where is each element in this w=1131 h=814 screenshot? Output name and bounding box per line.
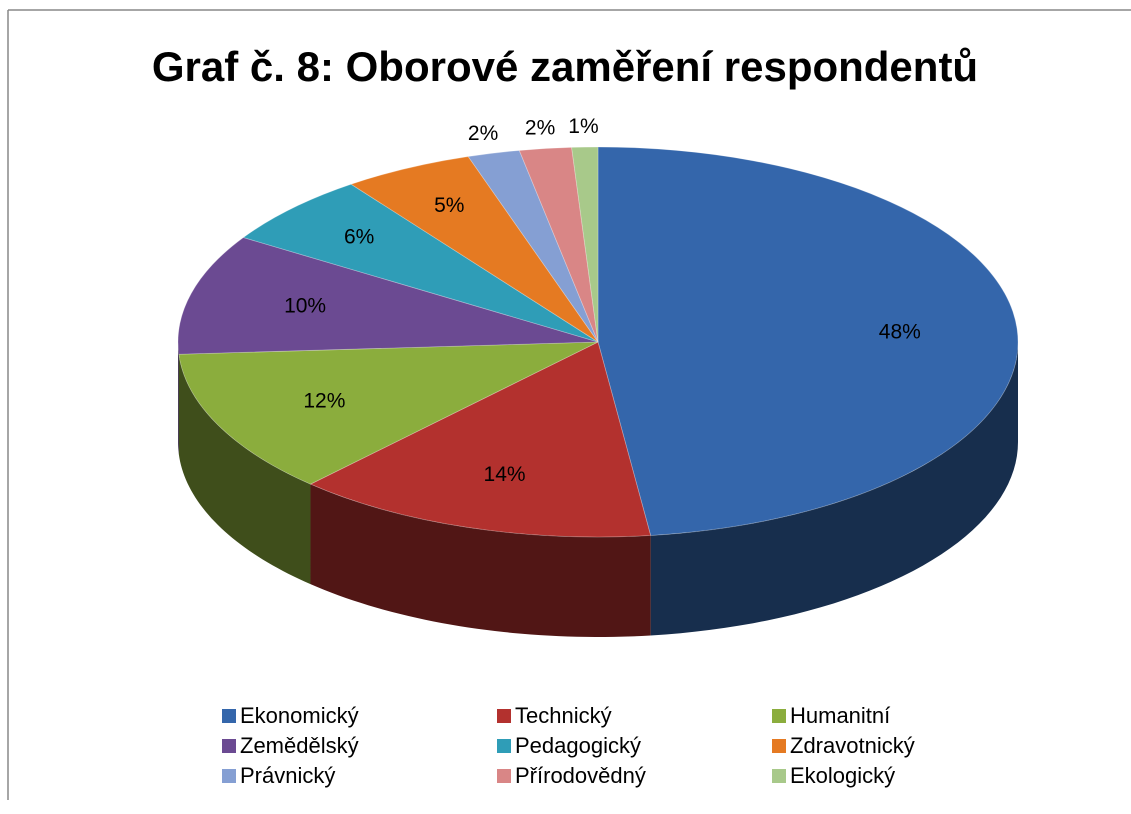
legend-swatch xyxy=(222,769,236,783)
legend-label: Právnický xyxy=(240,763,335,788)
data-label: 1% xyxy=(568,115,598,138)
slice xyxy=(518,146,599,343)
slice xyxy=(350,156,599,343)
slice xyxy=(178,341,599,485)
data-label: 6% xyxy=(344,225,374,248)
legend-swatch xyxy=(772,769,786,783)
data-label: 12% xyxy=(303,389,345,412)
legend-label: Humanitní xyxy=(790,703,890,728)
data-label: 5% xyxy=(434,194,464,217)
legend-label: Ekologický xyxy=(790,763,895,788)
legend-swatch xyxy=(497,769,511,783)
data-label: 10% xyxy=(284,295,326,318)
data-label: 2% xyxy=(525,117,555,140)
data-label: 48% xyxy=(879,321,921,344)
legend-label: Ekonomický xyxy=(240,703,359,728)
legend-label: Technický xyxy=(515,703,612,728)
legend-swatch xyxy=(772,739,786,753)
slice-side xyxy=(310,484,651,637)
slice xyxy=(467,150,599,343)
legend-swatch xyxy=(222,739,236,753)
legend-label: Přírodovědný xyxy=(515,763,646,788)
chart-title: Graf č. 8: Oborové zaměření respondentů xyxy=(152,43,978,90)
slice-side xyxy=(650,342,1018,636)
slice-side xyxy=(178,354,311,585)
legend-swatch xyxy=(497,739,511,753)
slice xyxy=(242,183,599,343)
legend-label: Zdravotnický xyxy=(790,733,915,758)
legend-swatch xyxy=(497,709,511,723)
legend-label: Pedagogický xyxy=(515,733,641,758)
slice xyxy=(597,146,1019,536)
legend-label: Zemědělský xyxy=(240,733,359,758)
legend-swatch xyxy=(772,709,786,723)
slice xyxy=(571,146,599,343)
slice-side xyxy=(178,342,179,455)
data-label: 14% xyxy=(484,463,526,486)
data-label: 2% xyxy=(468,122,498,145)
slice xyxy=(177,237,599,355)
legend-swatch xyxy=(222,709,236,723)
slice xyxy=(309,341,652,538)
